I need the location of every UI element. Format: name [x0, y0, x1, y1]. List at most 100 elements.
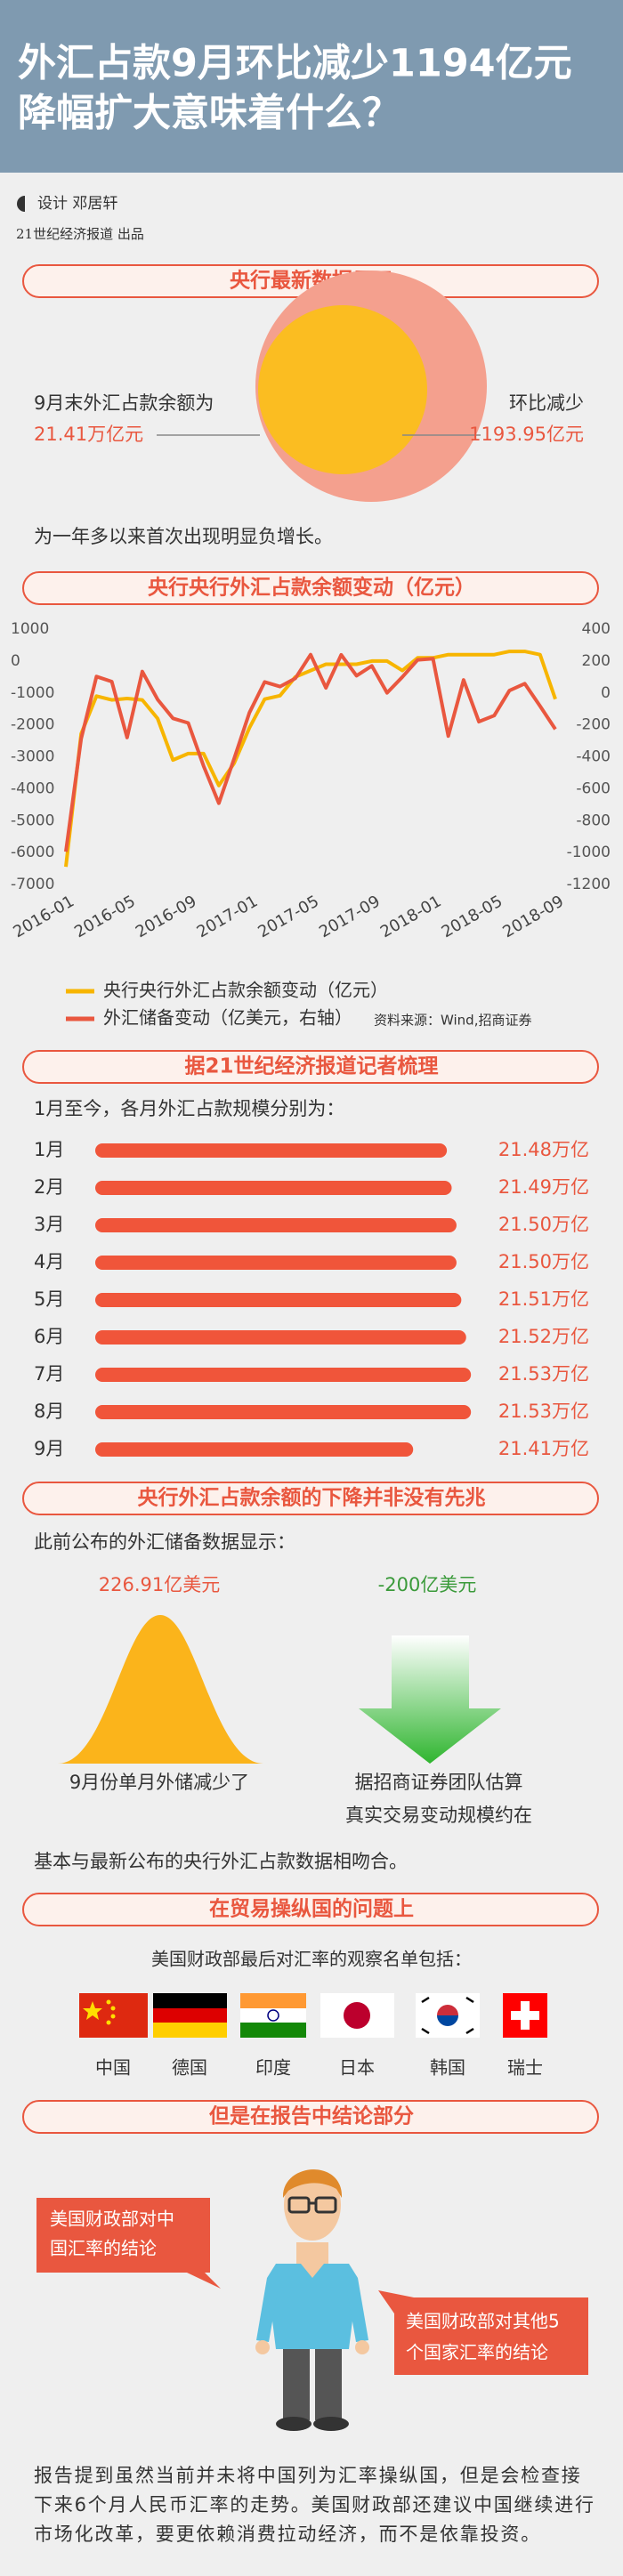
inner-circle	[258, 305, 427, 474]
category-label: 3月	[34, 1214, 64, 1235]
speech-bubble: 美国财政部对中 国汇率的结论	[36, 2198, 221, 2289]
bar-subtitle: 1月至今，各月外汇占款规模分别为：	[34, 1098, 344, 1119]
publisher: 21世纪经济报道 出品	[16, 226, 144, 242]
bell-curve	[58, 1615, 263, 1764]
overview-value: 21.41万亿元	[34, 424, 143, 445]
y-tick-label: -6000	[11, 844, 54, 861]
y2-tick-label: 400	[582, 620, 611, 638]
country: 日本	[339, 2057, 375, 2079]
y-tick-label: -2000	[11, 716, 54, 734]
y2-tick-label: -200	[576, 716, 611, 734]
banner: 央行外汇占款余额的下降并非没有先兆	[22, 1482, 599, 1515]
banner-title: 在贸易操纵国的问题上	[209, 1897, 414, 1921]
x-tick-label: 2018-09	[499, 892, 567, 941]
designer: 设计 邓居轩	[37, 195, 117, 213]
y2-tick-label: -1200	[567, 876, 611, 893]
country: 瑞士	[507, 2057, 543, 2079]
trade-intro: 美国财政部最后对汇率的观察名单包括：	[151, 1949, 472, 1970]
flag-switzerland	[503, 1993, 547, 2038]
x-tick-label: 2017-05	[255, 892, 322, 941]
value-label: 21.51万亿	[498, 1288, 589, 1310]
x-tick-label: 2017-01	[194, 892, 262, 941]
flag-germany	[153, 1993, 227, 2038]
country: 印度	[255, 2057, 291, 2079]
y2-tick-label: -1000	[567, 844, 611, 861]
value-label: 21.50万亿	[498, 1214, 589, 1235]
y-tick-label: -3000	[11, 748, 54, 766]
bubble-text: 国汇率的结论	[50, 2238, 157, 2259]
value-label: 21.50万亿	[498, 1251, 589, 1272]
overview-note: 为一年多以来首次出现明显负增长。	[34, 526, 333, 547]
banner: 但是在报告中结论部分	[22, 2100, 599, 2134]
bubble-text: 美国财政部对中	[50, 2209, 174, 2230]
value-label: 21.52万亿	[498, 1326, 589, 1347]
person-illustration	[255, 2169, 369, 2431]
overview-label: 环比减少	[509, 392, 584, 414]
x-tick-label: 2016-09	[133, 892, 200, 941]
banner-title: 据21世纪经济报道记者梳理	[184, 1054, 438, 1078]
banner-title: 央行外汇占款余额的下降并非没有先兆	[138, 1486, 486, 1510]
category-label: 7月	[34, 1363, 64, 1385]
precursor-conclusion: 基本与最新公布的央行外汇占款数据相吻合。	[34, 1851, 408, 1872]
title-line: 外汇占款9月环比减少1194亿元	[18, 42, 572, 86]
overview-label: 9月末外汇占款余额为	[34, 392, 214, 414]
bar	[95, 1181, 452, 1195]
bar	[95, 1256, 457, 1270]
line-series	[64, 650, 557, 868]
flag-korea	[416, 1993, 480, 2038]
y-tick-label: -7000	[11, 876, 54, 893]
header-band	[0, 0, 623, 173]
flag-india	[240, 1993, 306, 2038]
category-label: 9月	[34, 1438, 64, 1459]
precursor-caption: 据招商证券团队估算	[355, 1772, 523, 1793]
precursor-value: 226.91亿美元	[99, 1574, 220, 1595]
legend-label: 央行央行外汇占款余额变动（亿元）	[103, 980, 388, 1001]
category-label: 5月	[34, 1288, 64, 1310]
x-tick-label: 2018-01	[377, 892, 445, 941]
y-tick-label: 1000	[11, 620, 49, 638]
bar	[95, 1218, 457, 1232]
bar	[95, 1293, 462, 1307]
banner: 据21世纪经济报道记者梳理	[22, 1050, 599, 1084]
y2-tick-label: 0	[601, 684, 611, 702]
value-label: 21.48万亿	[498, 1139, 589, 1160]
y2-tick-label: -600	[576, 779, 611, 797]
conclusion-paragraph: 报告提到虽然当前并未将中国列为汇率操纵国，但是会检查接下来6个月人民币汇率的走势…	[34, 2465, 595, 2545]
overview-value: 1193.95亿元	[469, 424, 584, 445]
country: 韩国	[430, 2057, 465, 2079]
y2-tick-label: 200	[582, 652, 611, 670]
precursor-value: -200亿美元	[378, 1574, 477, 1595]
category-label: 4月	[34, 1251, 64, 1272]
bar	[95, 1442, 414, 1457]
banner-title: 央行央行外汇占款余额变动（亿元）	[148, 576, 475, 600]
banner: 在贸易操纵国的问题上	[22, 1893, 599, 1926]
y2-tick-label: -800	[576, 812, 611, 829]
banner-title: 但是在报告中结论部分	[209, 2104, 414, 2128]
value-label: 21.41万亿	[498, 1438, 589, 1459]
bar	[95, 1405, 472, 1419]
category-label: 1月	[34, 1139, 64, 1160]
precursor-caption: 真实交易变动规模约在	[345, 1805, 532, 1826]
y-tick-label: -1000	[11, 684, 54, 702]
y-tick-label: 0	[11, 652, 20, 670]
bubble-text: 个国家汇率的结论	[406, 2342, 548, 2363]
category-label: 2月	[34, 1176, 64, 1198]
category-label: 8月	[34, 1401, 64, 1422]
down-arrow	[359, 1635, 501, 1764]
y-tick-label: -5000	[11, 812, 54, 829]
source: 资料来源：Wind,招商证券	[374, 1013, 531, 1029]
precursor-intro: 此前公布的外汇储备数据显示：	[34, 1531, 295, 1553]
value-label: 21.53万亿	[498, 1401, 589, 1422]
speech-bubble: 美国财政部对其他5 个国家汇率的结论	[378, 2290, 588, 2375]
category-label: 6月	[34, 1326, 64, 1347]
value-label: 21.53万亿	[498, 1363, 589, 1385]
country: 德国	[172, 2057, 207, 2079]
value-label: 21.49万亿	[498, 1176, 589, 1198]
x-tick-label: 2016-01	[10, 892, 77, 941]
banner: 央行央行外汇占款余额变动（亿元）	[22, 571, 599, 605]
title-line: 降幅扩大意味着什么？	[18, 92, 400, 136]
x-tick-label: 2016-05	[71, 892, 139, 941]
precursor-caption: 9月份单月外储减少了	[69, 1772, 249, 1793]
